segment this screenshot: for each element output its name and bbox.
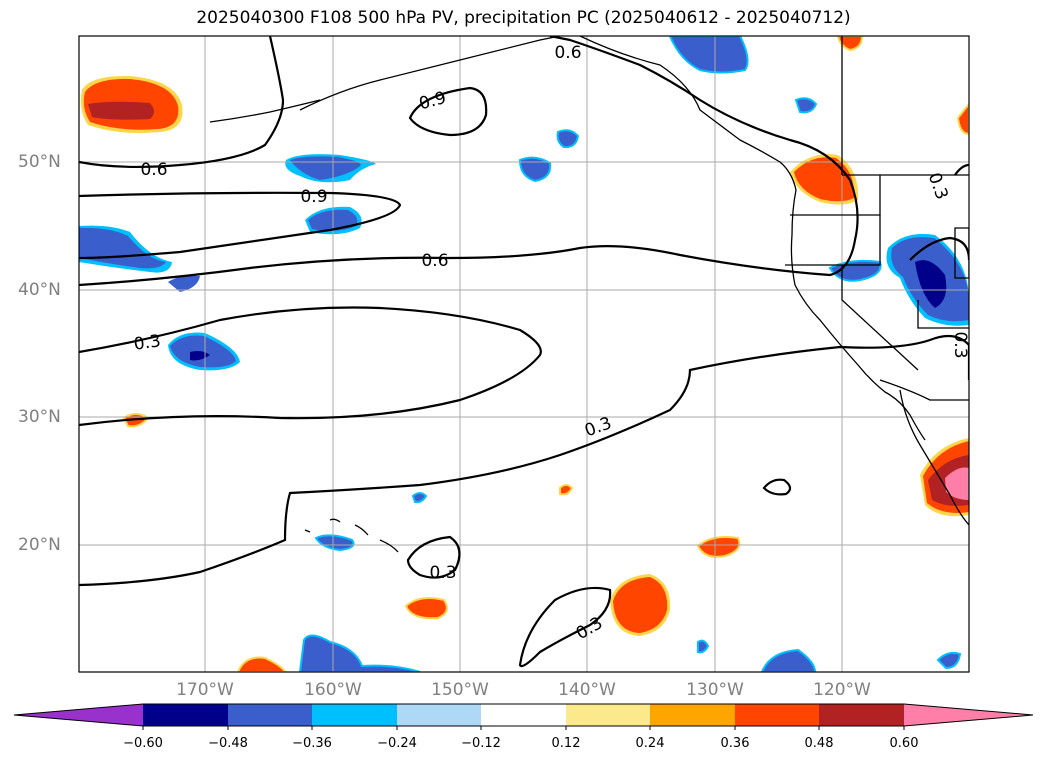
colorbar-tick-label: 0.24: [635, 736, 665, 751]
contour-label: 0.6: [554, 43, 581, 63]
colorbar-segment: [397, 704, 481, 726]
precip-field: [79, 36, 969, 672]
map-title: 2025040300 F108 500 hPa PV, precipitatio…: [196, 8, 851, 28]
precip-negative-region: [936, 651, 962, 670]
lat-label-30n: 30°N: [18, 407, 61, 427]
contour-label: 0.3: [950, 331, 970, 358]
precip-negative-region: [518, 156, 552, 183]
lat-label-20n: 20°N: [18, 535, 61, 555]
precip-negative-region: [668, 36, 749, 74]
lon-label-160w: 160°W: [304, 680, 362, 700]
colorbar-extend-high: [904, 704, 1033, 726]
lon-label-140w: 140°W: [558, 680, 616, 700]
contour-label: 0.3: [133, 331, 163, 355]
contour-label: 0.9: [300, 187, 327, 207]
precip-negative-region: [298, 634, 421, 672]
coastlines: [209, 36, 969, 553]
precip-positive-region: [404, 597, 448, 620]
colorbar-tick-label: 0.12: [551, 736, 581, 751]
precip-positive-region: [613, 577, 668, 633]
colorbar-tick-label: −0.24: [377, 736, 417, 751]
map-panel: 0.6 0.9 0.6 0.9 0.6 0.3 0.3 0.3 0.3 0.3 …: [78, 35, 970, 673]
precip-negative-region: [697, 639, 710, 654]
precip-negative-region: [794, 97, 818, 114]
colorbar-segment: [481, 704, 566, 726]
colorbar: [13, 703, 1034, 730]
lon-label-170w: 170°W: [176, 680, 234, 700]
precip-negative-region: [760, 648, 817, 672]
contour-label: 0.6: [140, 160, 167, 180]
lon-label-120w: 120°W: [813, 680, 871, 700]
precip-negative-region: [168, 275, 200, 292]
precip-strong-negative: [915, 260, 947, 308]
colorbar-tick-label: −0.60: [123, 736, 163, 751]
precip-positive-region: [956, 102, 969, 136]
precip-negative-region: [170, 335, 236, 368]
precip-strong-positive: [88, 101, 154, 120]
lon-label-130w: 130°W: [686, 680, 744, 700]
precip-negative-region: [556, 129, 580, 149]
colorbar-extend-low: [14, 704, 143, 726]
lat-label-40n: 40°N: [18, 280, 61, 300]
pv-contours: [79, 36, 969, 668]
colorbar-tick-label: −0.12: [461, 736, 501, 751]
precip-positive-region: [836, 36, 864, 52]
precip-positive-region: [236, 656, 287, 672]
contour-label: 0.6: [421, 251, 448, 271]
colorbar-tick-label: 0.60: [889, 736, 919, 751]
colorbar-segment: [143, 704, 228, 726]
lon-label-150w: 150°W: [431, 680, 489, 700]
colorbar-tick-label: −0.48: [208, 736, 248, 751]
colorbar-tick-label: 0.36: [720, 736, 750, 751]
precip-extreme-positive: [945, 467, 969, 500]
precip-negative-region: [411, 492, 428, 504]
colorbar-tick-label: 0.48: [804, 736, 834, 751]
precip-positive-region: [794, 157, 855, 202]
colorbar-tick-label: −0.36: [292, 736, 332, 751]
colorbar-segment: [819, 704, 904, 726]
colorbar-segment: [312, 704, 397, 726]
precip-positive-region: [559, 484, 574, 496]
lat-label-50n: 50°N: [18, 152, 61, 172]
colorbar-segment: [735, 704, 819, 726]
precip-negative-region: [314, 534, 355, 552]
colorbar-segment: [228, 704, 312, 726]
colorbar-segment: [650, 704, 735, 726]
map-frame: [78, 35, 970, 673]
colorbar-segment: [566, 704, 650, 726]
contour-label: 0.3: [429, 563, 456, 583]
